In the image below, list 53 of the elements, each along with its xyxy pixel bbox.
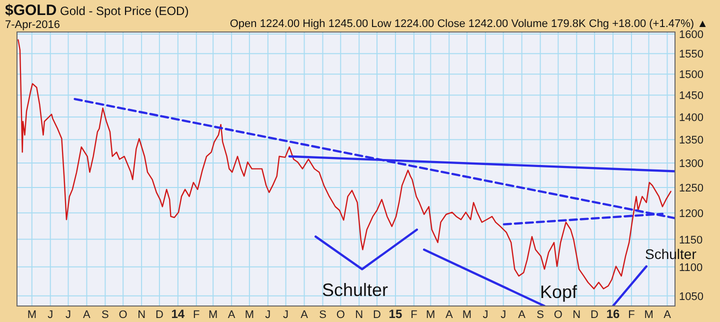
y-tick-label: 1300 — [679, 158, 704, 170]
x-tick-label: A — [664, 309, 672, 321]
x-tick-label: N — [355, 309, 364, 321]
x-tick-label: A — [518, 309, 526, 321]
x-tick-label: M — [462, 309, 472, 321]
x-tick-label: M — [27, 309, 36, 321]
text: Open 1224.00 High 1245.00 Low 1224.00 Close 1242.00 Volume 179.8K Chg +18.00 (+1.47%) ▲ — [230, 18, 708, 30]
x-tick-label: A — [228, 309, 236, 321]
x-tick-label: J — [482, 309, 488, 321]
y-tick-label: 1600 — [679, 28, 704, 41]
x-tick-label: O — [118, 309, 128, 321]
x-tick-label: N — [572, 309, 581, 321]
x-tick-label: A — [83, 309, 92, 321]
x-tick-label: J — [48, 309, 54, 321]
x-tick-label: A — [300, 309, 309, 321]
chart-subtitle: 7-Apr-2016 — [5, 19, 60, 31]
y-tick-label: 1400 — [679, 112, 704, 124]
y-tick-label: 1150 — [679, 234, 703, 246]
x-tick-label: F — [193, 309, 200, 321]
y-tick-label: 1250 — [679, 182, 704, 194]
x-tick-label: D — [155, 309, 164, 321]
x-tick-label: M — [644, 309, 654, 321]
x-tick-label: M — [244, 309, 254, 321]
annotation: Kopf — [540, 282, 578, 302]
y-tick-label: 1450 — [679, 90, 704, 102]
y-tick-label: 1200 — [679, 208, 704, 220]
x-tick-label: D — [373, 309, 382, 321]
x-tick-label: F — [628, 309, 636, 321]
x-tick-label: M — [208, 309, 218, 321]
x-tick-label: M — [426, 309, 436, 321]
x-tick-label: 14 — [171, 307, 185, 321]
x-tick-label: S — [536, 309, 544, 321]
x-tick-label: O — [554, 309, 563, 321]
x-tick-label: N — [138, 309, 146, 321]
x-tick-label: D — [590, 309, 599, 321]
x-tick-label: S — [102, 309, 109, 321]
y-tick-label: 1350 — [679, 134, 704, 147]
x-tick-label: S — [319, 309, 326, 321]
y-tick-label: 1550 — [679, 48, 704, 61]
y-tick-label: 1050 — [679, 290, 704, 303]
x-tick-label: F — [410, 309, 418, 321]
x-tick-label: 15 — [388, 307, 402, 321]
x-tick-label: J — [66, 309, 72, 321]
y-tick-label: 1100 — [679, 262, 703, 274]
x-tick-label: J — [283, 309, 289, 321]
x-tick-label: J — [500, 309, 506, 321]
chart-title: $GOLD Gold - Spot Price (EOD) — [5, 2, 189, 19]
x-tick-label: A — [445, 309, 454, 321]
annotation: Schulter — [322, 280, 388, 300]
x-tick-label: O — [336, 309, 346, 321]
x-tick-label: 16 — [606, 307, 620, 321]
x-tick-label: J — [265, 309, 271, 321]
y-tick-label: 1500 — [679, 69, 704, 82]
